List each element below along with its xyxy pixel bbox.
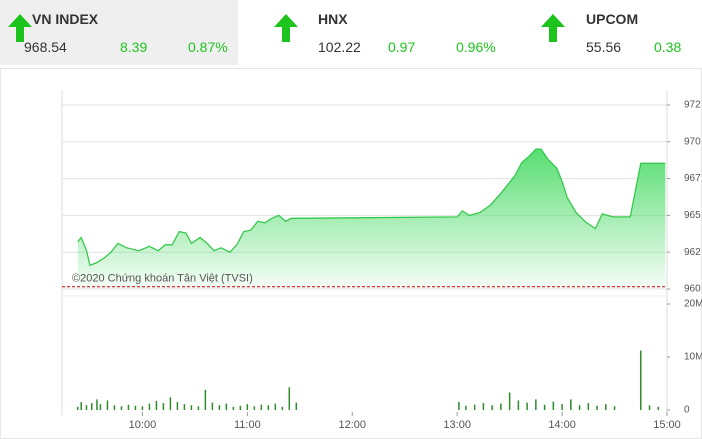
volume-bar [148,403,151,410]
volume-bar [211,402,214,410]
volume-bar [458,402,460,410]
volume-bar [96,399,98,410]
volume-bar [218,405,221,410]
volume-bar [552,401,555,410]
up-arrow [541,14,565,42]
volume-bar [85,405,88,410]
ticker-value: 102.22 [318,39,361,55]
volume-bar [274,403,277,410]
volume-bar [134,405,137,410]
y-tick-label: 0 [684,405,690,416]
volume-bar [648,405,651,410]
y-tick-label: 970 [684,136,701,147]
volume-bar [491,405,493,410]
volume-bar [657,406,660,410]
volume-bar [197,406,200,410]
volume-bar [127,404,130,410]
volume-bar [99,404,102,410]
volume-bar [613,406,616,410]
volume-bar [288,387,291,410]
volume-bar [465,405,467,410]
volume-bar [246,404,249,410]
volume-bar [561,404,563,410]
volume-bar [141,406,144,410]
volume-bar [281,406,284,410]
volume-bar [90,403,93,410]
x-tick-label: 11:00 [234,419,261,431]
ticker-percent: 0.96% [456,39,496,55]
volume-bar [190,405,193,410]
volume-bar [260,404,263,410]
volume-bar [162,403,165,410]
volume-bar [596,405,598,410]
volume-bar [473,404,476,410]
volume-bar [176,402,179,410]
ticker-change: 0.97 [388,39,416,55]
x-tick-label: 10:00 [129,419,157,431]
up-arrow [274,14,298,42]
volume-bar [80,402,82,410]
volume-bar [482,403,485,410]
x-tick-label: 13:00 [443,419,471,431]
ticker-value: 55.56 [586,39,622,55]
volume-bar [183,404,186,410]
volume-bar [106,400,109,410]
volume-bar [570,399,572,410]
volume-bar [267,405,270,410]
y-tick-label: 967 [684,173,701,184]
ticker-value: 968.54 [24,39,67,55]
volume-bar [517,400,520,410]
volume-bar [225,403,228,410]
ticker-name: HNX [318,11,348,27]
volume-bar [508,392,511,410]
x-tick-label: 12:00 [338,419,366,431]
ticker-bar: VN INDEX 968.54 8.39 0.87% HNX 102.22 0.… [0,0,702,65]
ticker[interactable]: UPCOM 55.56 0.38 [533,0,702,65]
volume-bar [500,403,502,410]
y-tick-label: 10M [684,352,702,363]
volume-bar [587,403,590,410]
price-area [77,149,666,289]
volume-bar [76,406,79,410]
volume-bar [120,406,123,410]
volume-bar [295,402,298,410]
volume-bar [155,400,158,410]
y-tick-label: 965 [684,210,701,221]
y-tick-label: 972 [684,100,701,111]
volume-bar [239,405,242,410]
y-tick-label: 962 [684,247,701,258]
volume-bar [535,399,537,410]
ticker-percent: 0.87% [188,39,228,55]
ticker-name: VN INDEX [32,11,99,27]
volume-bar [543,404,546,410]
x-tick-label: 15:00 [653,419,681,431]
ticker-change: 0.38 [654,39,682,55]
volume-bar [526,402,528,410]
watermark: ©2020 Chứng khoán Tân Việt (TVSI) [72,273,253,285]
ticker-change: 8.39 [120,39,148,55]
ticker[interactable]: HNX 102.22 0.97 0.96% [266,0,504,65]
volume-bar [253,406,256,410]
volume-bar [232,406,235,410]
volume-bar [640,350,642,410]
x-tick-label: 14:00 [548,419,576,431]
volume-bar [605,404,607,410]
ticker-name: UPCOM [586,11,639,27]
volume-bar [204,389,207,410]
up-arrow [8,14,32,42]
volume-bar [169,397,172,410]
y-tick-label: 20M [684,299,702,310]
y-tick-label: 960 [684,284,701,295]
price-line [77,148,666,267]
volume-bar [113,405,116,410]
volume-bar [578,405,581,410]
ticker[interactable]: VN INDEX 968.54 8.39 0.87% [0,0,238,65]
